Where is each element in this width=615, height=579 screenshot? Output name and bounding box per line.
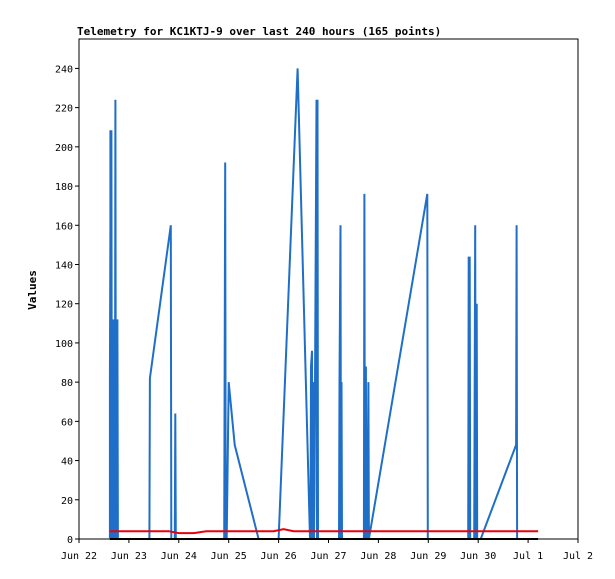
y-tick-label: 60 [61, 417, 73, 428]
y-tick-label: 100 [55, 339, 73, 350]
y-tick-label: 140 [55, 260, 73, 271]
series-line-1 [108, 68, 519, 540]
y-tick-label: 240 [55, 64, 73, 75]
y-tick-label: 40 [61, 457, 73, 468]
x-tick-label: Jun 24 [161, 551, 197, 562]
chart-title: Telemetry for KC1KTJ-9 over last 240 hou… [77, 25, 441, 38]
y-tick-label: 200 [55, 143, 73, 154]
y-tick-label: 80 [61, 378, 73, 389]
y-tick-label: 180 [55, 182, 73, 193]
y-tick-label: 160 [55, 221, 73, 232]
series-line-2 [109, 528, 539, 535]
x-axis: Jun 22 Jun 23 Jun 24 Jun 25 Jun 26 Jun 27 Jun … [61, 539, 593, 562]
y-tick-label: 120 [55, 300, 73, 311]
y-tick-label: 20 [61, 496, 73, 507]
x-tick-label: Jun 26 [261, 551, 297, 562]
plot-frame [78, 38, 579, 540]
x-tick-label: Jun 22 [61, 551, 97, 562]
y-tick-label: 0 [67, 535, 73, 546]
y-axis: 0 20 40 60 80 100 120 140 160 180 200 220 240 [55, 64, 79, 546]
y-tick-label: 220 [55, 104, 73, 115]
x-tick-label: Jul 2 [563, 551, 593, 562]
x-tick-label: Jun 27 [310, 551, 346, 562]
x-tick-label: Jun 25 [211, 551, 247, 562]
x-tick-label: Jul 1 [513, 551, 543, 562]
x-tick-label: Jun 28 [360, 551, 396, 562]
y-axis-label: Values [26, 270, 39, 310]
series-group [108, 68, 539, 540]
x-tick-label: Jun 23 [111, 551, 147, 562]
x-tick-label: Jun 30 [460, 551, 496, 562]
x-tick-label: Jun 29 [410, 551, 446, 562]
